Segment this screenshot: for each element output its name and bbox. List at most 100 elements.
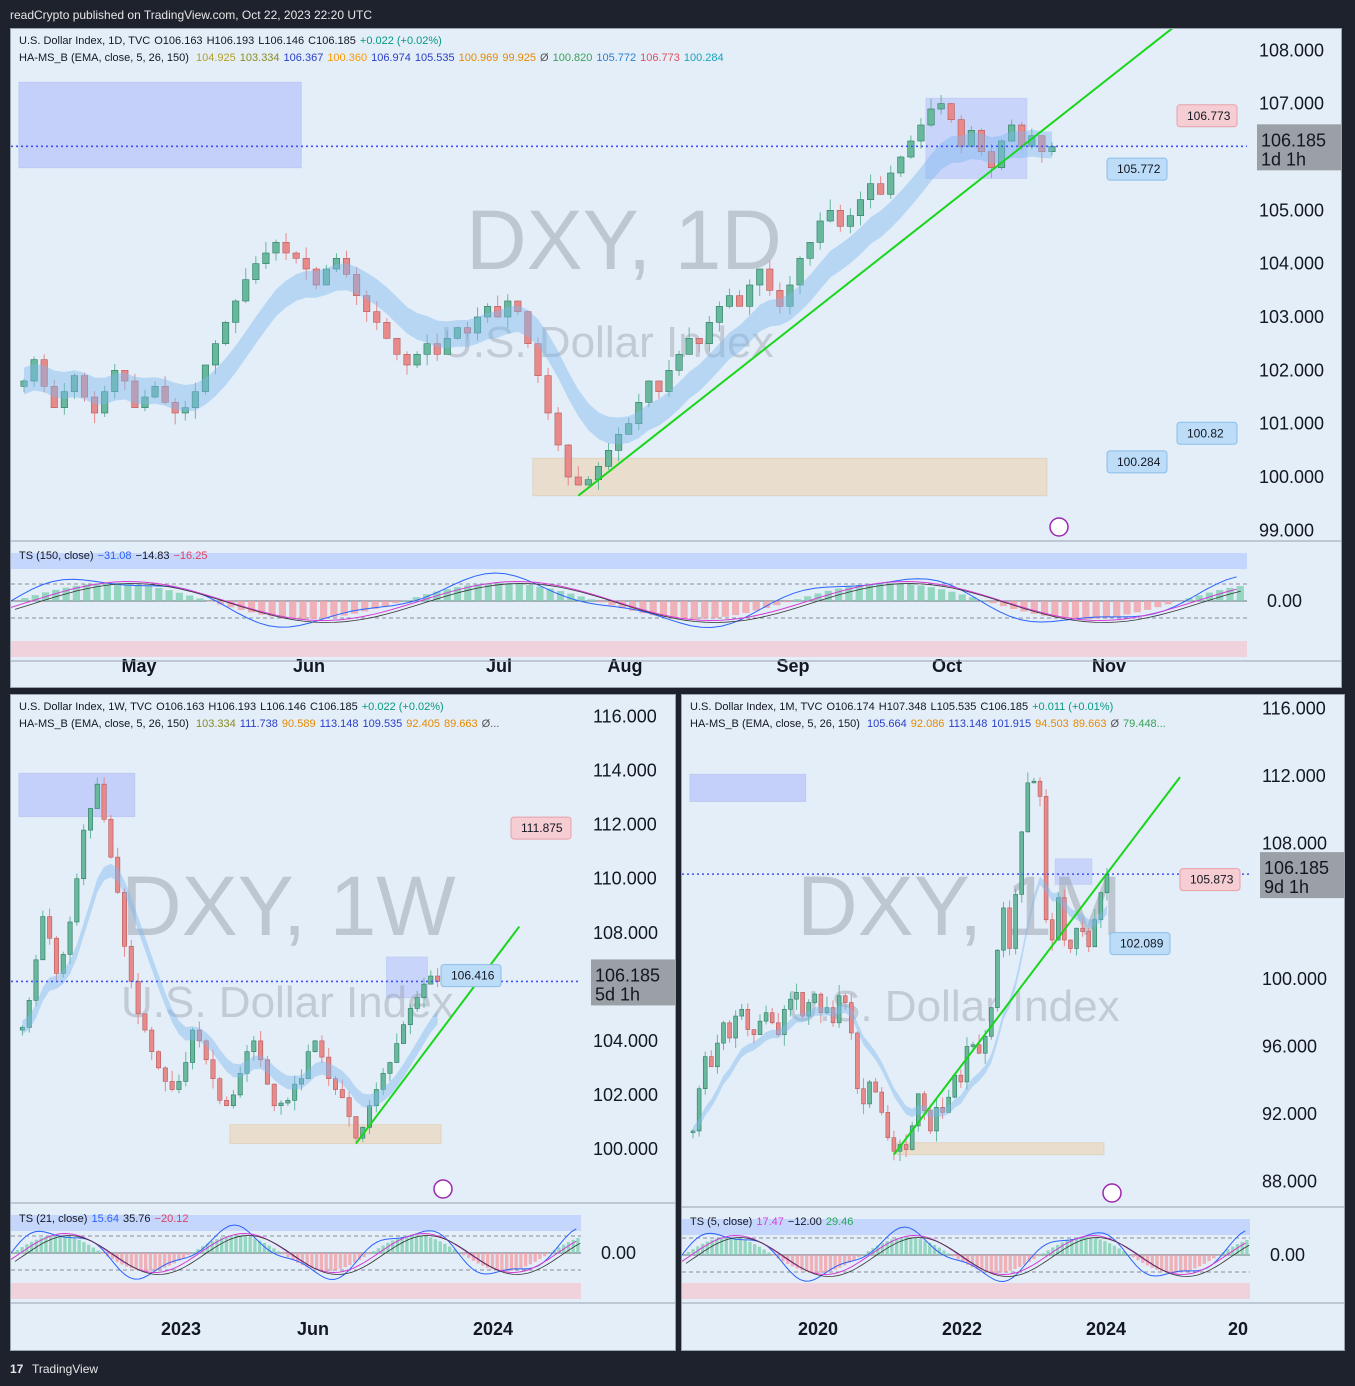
ema-ribbon	[22, 863, 438, 1108]
candle-body	[262, 252, 270, 264]
weekly-legend-indicator[interactable]: HA-MS_B (EMA, close, 5, 26, 150) 103.334…	[19, 718, 503, 730]
chart-panel-daily[interactable]: DXY, 1D U.S. Dollar Index 106.773 105.772…	[10, 28, 1342, 688]
weekly-osc-legend[interactable]: TS (21, close) 15.64 35.76 −20.12	[19, 1213, 192, 1225]
y-axis-tick-label: 112.000	[1262, 766, 1326, 786]
osc-histogram-bar	[710, 1239, 714, 1255]
candle-body	[421, 983, 427, 998]
osc-histogram-bar	[1155, 1255, 1159, 1270]
osc-histogram-bar	[68, 1236, 72, 1253]
osc-histogram-bar	[947, 1253, 951, 1255]
candle-body	[1080, 927, 1085, 932]
candle-body	[176, 1081, 182, 1090]
x-axis-tick-label: Jul	[486, 656, 512, 676]
osc-histogram-bar	[1123, 601, 1131, 615]
osc-histogram-bar	[1240, 1241, 1244, 1255]
candle-body	[353, 1116, 359, 1139]
indicator-value: 105.535	[414, 52, 455, 64]
osc-histogram-bar	[1193, 1255, 1197, 1269]
monthly-legend-main[interactable]: U.S. Dollar Index, 1M, TVC O106.174 H107.3…	[690, 701, 1117, 713]
osc-histogram-bar	[1051, 1247, 1055, 1255]
osc-histogram-bar	[852, 1255, 856, 1261]
osc-histogram-bar	[546, 588, 554, 601]
osc-histogram-bar	[330, 601, 338, 618]
daily-osc-legend[interactable]: TS (150, close) −31.08 −14.83 −16.25	[19, 550, 211, 562]
osc-histogram-bar	[904, 1237, 908, 1255]
osc-histogram-bar	[639, 601, 647, 614]
monthly-osc-legend[interactable]: TS (5, close) 17.47 −12.00 29.46	[690, 1216, 857, 1228]
weekly-candles[interactable]	[19, 777, 441, 1142]
candle-body	[947, 103, 955, 120]
indicator-value: 100.969	[458, 52, 499, 64]
weekly-chart-svg[interactable]: DXY, 1W U.S. Dollar Index 111.875 106.416…	[11, 695, 675, 1350]
indicator-value: 100.284	[683, 52, 724, 64]
osc-histogram-bar	[474, 584, 482, 601]
candle-body	[879, 1091, 884, 1113]
osc-histogram-bar	[762, 1249, 766, 1255]
chart-panel-weekly[interactable]: DXY, 1W U.S. Dollar Index 111.875 106.416…	[10, 694, 676, 1351]
weekly-legend-main[interactable]: U.S. Dollar Index, 1W, TVC O106.163 H106.1…	[19, 701, 448, 713]
osc-histogram-bar	[724, 1237, 728, 1255]
candle-body	[149, 1029, 155, 1052]
osc-histogram-bar	[876, 583, 884, 601]
chart-panel-monthly[interactable]: DXY, 1M U.S. Dollar Index 105.873 102.089…	[681, 694, 1345, 1351]
y-axis-tick-label: 116.000	[1262, 699, 1326, 719]
osc-histogram-bar	[861, 1254, 866, 1255]
osc-histogram-bar	[951, 1255, 956, 1257]
candle-body	[867, 1081, 872, 1105]
osc-histogram-bar	[528, 1253, 533, 1265]
osc-histogram-bar	[348, 1253, 352, 1266]
osc-histogram-bar	[743, 1240, 747, 1255]
osc-histogram-bar	[443, 589, 451, 601]
osc-histogram-bar	[129, 1253, 134, 1269]
monthly-chart-svg[interactable]: DXY, 1M U.S. Dollar Index 105.873 102.089…	[682, 695, 1344, 1350]
osc-histogram-bar	[419, 1235, 423, 1253]
osc-histogram-bar	[438, 1241, 442, 1253]
osc-histogram-bar	[514, 1253, 518, 1270]
weekly-legend-open: O106.163	[156, 701, 205, 713]
candle-body	[1013, 894, 1018, 949]
osc-histogram-bar	[362, 1253, 366, 1258]
candle-body	[917, 124, 925, 142]
price-tag-box	[1176, 421, 1238, 445]
y-axis-tick-label: 102.000	[1259, 360, 1324, 380]
candle-body	[916, 1093, 921, 1127]
daily-chart-svg[interactable]: DXY, 1D U.S. Dollar Index 106.773105.772…	[11, 29, 1341, 687]
osc-histogram-bar	[448, 1246, 452, 1253]
monthly-candles[interactable]	[690, 772, 1110, 1162]
osc-histogram-bar	[557, 1247, 561, 1253]
daily-legend-main[interactable]: U.S. Dollar Index, 1D, TVC O106.163 H106.1…	[19, 35, 446, 47]
candle-body	[836, 995, 842, 1024]
osc-histogram-bar	[880, 1243, 885, 1255]
candle-body	[230, 1094, 236, 1107]
daily-legend-indicator[interactable]: HA-MS_B (EMA, close, 5, 26, 150) 104.925…	[19, 52, 728, 64]
candle-body	[1007, 907, 1012, 949]
price-tag-box	[510, 816, 572, 840]
candle-body	[131, 380, 139, 408]
candle-body	[554, 412, 562, 446]
candle-body	[251, 1040, 257, 1052]
osc-histogram-bar	[299, 601, 307, 619]
monthly-legend-symbol: U.S. Dollar Index, 1M, TVC	[690, 701, 823, 713]
osc-histogram-bar	[277, 1251, 281, 1253]
y-axis-tick-label: 102.000	[593, 1085, 658, 1105]
candle-body	[806, 1002, 811, 1017]
candle-body	[615, 434, 623, 451]
osc-histogram-bar	[324, 1253, 328, 1271]
monthly-legend-indicator[interactable]: HA-MS_B (EMA, close, 5, 26, 150) 105.664…	[690, 718, 1170, 730]
osc-histogram-bar	[93, 583, 101, 601]
osc-histogram-bar	[1089, 1237, 1093, 1255]
candle-body	[907, 140, 915, 158]
candle-body	[861, 1088, 866, 1105]
osc-histogram-bar	[453, 587, 462, 601]
osc-histogram-bar	[1212, 1255, 1216, 1259]
osc-histogram-bar	[239, 1235, 243, 1253]
price-tag-box	[1109, 932, 1171, 956]
indicator-value: 106.974	[371, 52, 411, 64]
y-axis-tick-label: 100.000	[1262, 969, 1327, 989]
indicator-value: 106.367	[283, 52, 324, 64]
osc-histogram-bar	[715, 1238, 719, 1255]
osc-histogram-bar	[1207, 1255, 1211, 1262]
x-axis-tick-label: Jun	[293, 656, 325, 676]
y-axis-tick-label: 100.000	[593, 1139, 658, 1159]
osc-histogram-bar	[319, 1253, 324, 1271]
